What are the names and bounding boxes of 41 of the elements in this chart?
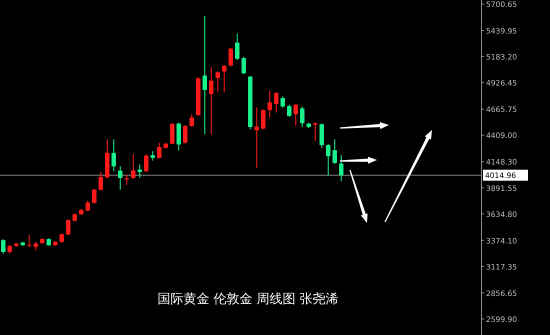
candlestick — [8, 244, 12, 254]
candlestick — [27, 234, 32, 248]
candlestick — [66, 218, 70, 236]
candlestick — [287, 104, 292, 118]
candlestick — [313, 122, 318, 142]
candlestick — [150, 150, 155, 162]
candlestick — [332, 138, 337, 165]
candlestick — [170, 122, 174, 145]
candlestick — [235, 33, 240, 60]
candlestick — [268, 90, 272, 118]
candlestick — [190, 114, 194, 128]
candlestick — [92, 188, 96, 204]
candlestick — [274, 91, 278, 114]
candlestick — [124, 174, 129, 186]
candlestick — [326, 144, 330, 176]
candlestick — [86, 200, 90, 212]
candlestick — [112, 138, 116, 172]
candlestick — [294, 103, 298, 126]
candlestick — [300, 106, 304, 128]
candlestick — [222, 64, 226, 93]
candlestick — [138, 164, 142, 178]
candlestick — [60, 233, 64, 244]
candlestick — [242, 56, 246, 75]
candlestick — [118, 166, 122, 190]
candlestick — [131, 153, 136, 180]
candlestick — [216, 70, 220, 93]
candlestick — [320, 122, 324, 148]
candlestick — [254, 106, 259, 168]
candlestick — [209, 66, 214, 135]
candlestick — [228, 47, 233, 68]
candlestick — [280, 96, 285, 108]
candlestick — [183, 124, 188, 144]
text: 国际黄金 伦敦金 周线图 张尧浠 — [157, 292, 339, 307]
candlestick — [176, 122, 181, 151]
candlestick — [98, 171, 103, 191]
candlestick — [339, 154, 344, 182]
candlestick — [261, 108, 266, 130]
candlestick — [1, 238, 6, 254]
candlestick — [157, 142, 162, 159]
candlestick — [202, 16, 207, 135]
candlestick — [144, 154, 148, 173]
